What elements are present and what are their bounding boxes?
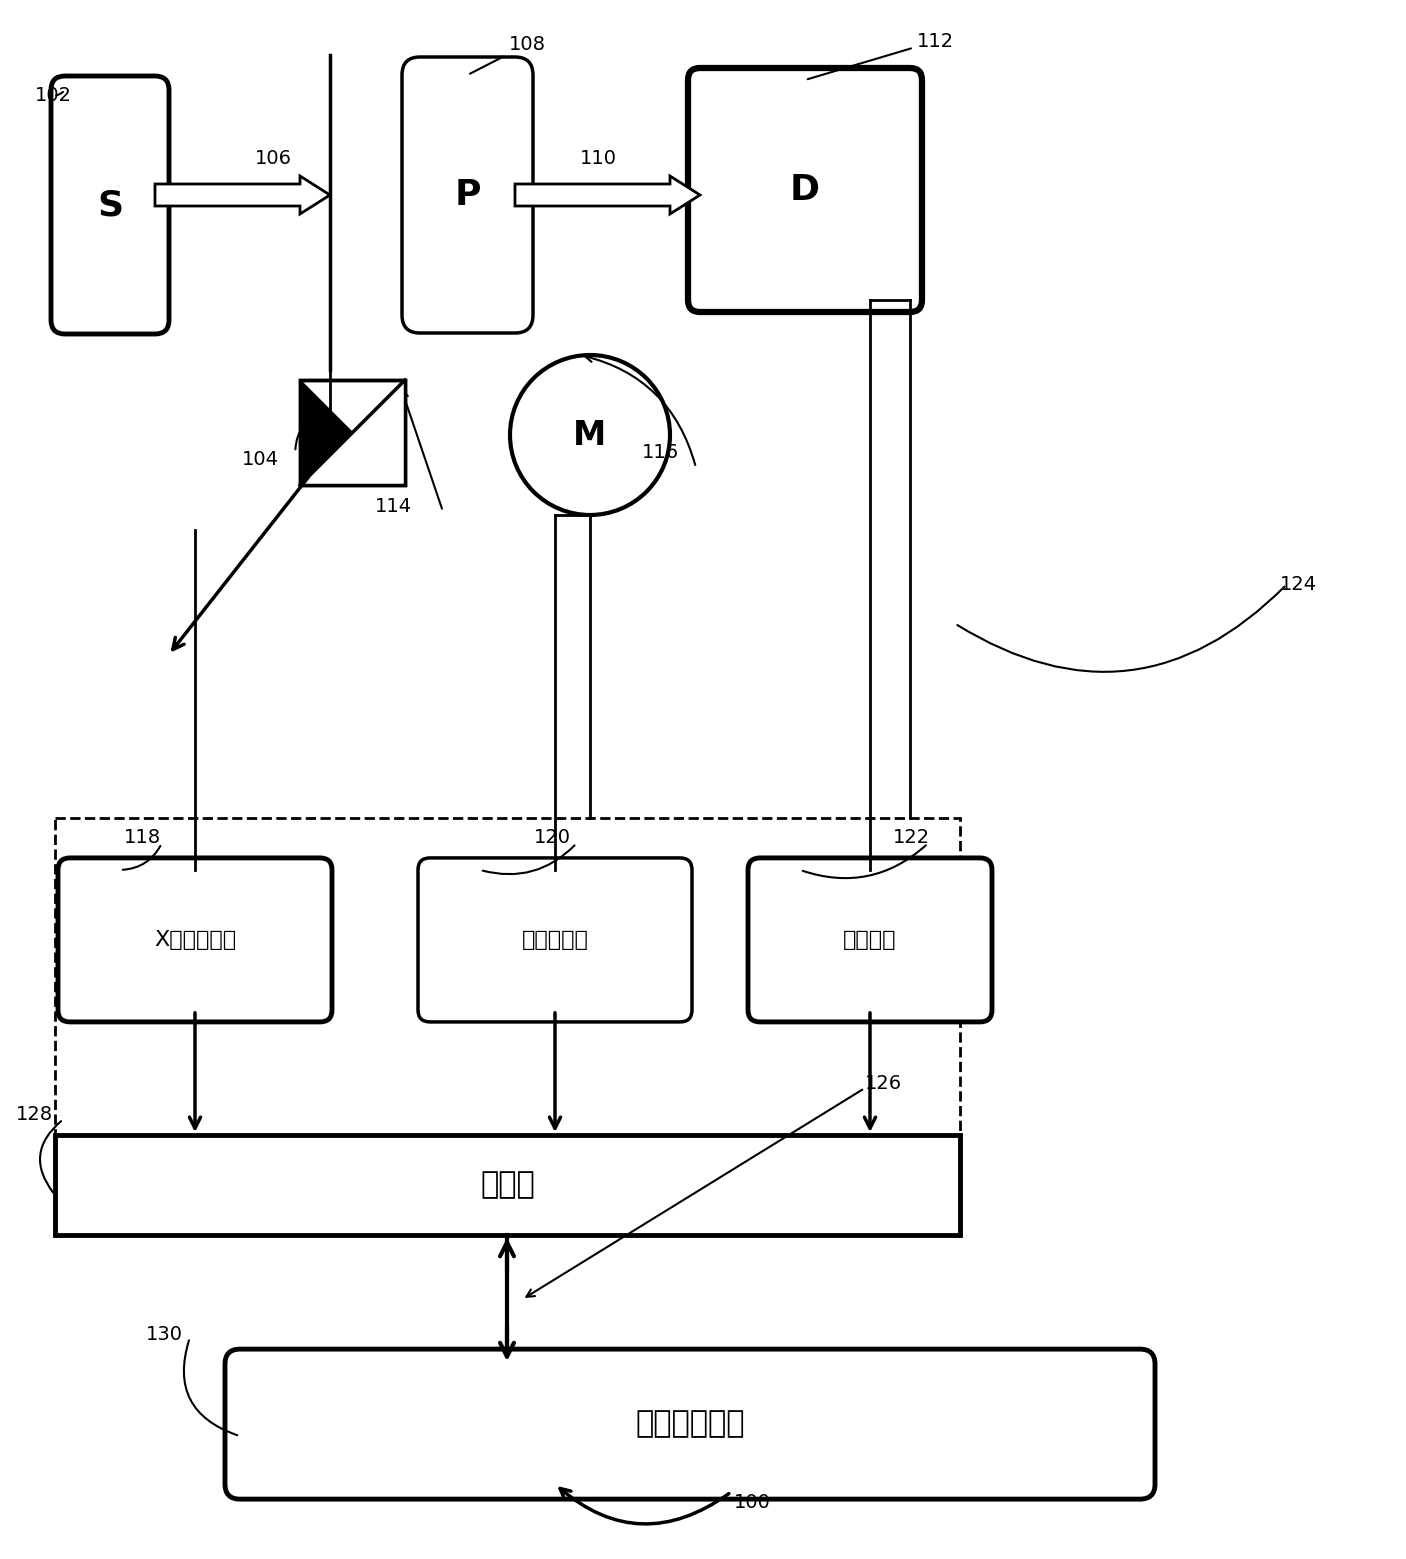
FancyBboxPatch shape (58, 857, 332, 1021)
Text: 116: 116 (643, 443, 679, 461)
Bar (299, 380, 405, 485)
Polygon shape (299, 380, 405, 485)
Text: 130: 130 (146, 1325, 183, 1344)
Text: 114: 114 (375, 497, 412, 516)
FancyBboxPatch shape (402, 58, 533, 334)
Text: M: M (574, 418, 606, 452)
FancyBboxPatch shape (688, 69, 922, 312)
FancyBboxPatch shape (748, 857, 993, 1021)
Text: 操作员工作站: 操作员工作站 (636, 1409, 745, 1439)
FancyArrow shape (515, 176, 700, 214)
Text: 112: 112 (807, 31, 953, 80)
Text: 124: 124 (1279, 575, 1316, 594)
Bar (55, 1135, 960, 1235)
Text: 电机控制器: 电机控制器 (522, 929, 589, 949)
Text: D: D (790, 173, 820, 207)
Text: 126: 126 (865, 1074, 901, 1093)
FancyArrow shape (155, 176, 330, 214)
Text: X射线控制器: X射线控制器 (153, 929, 236, 949)
Text: 128: 128 (17, 1105, 53, 1124)
Text: P: P (454, 178, 481, 212)
Text: S: S (97, 189, 124, 221)
Text: 数据获取: 数据获取 (844, 929, 897, 949)
Text: 120: 120 (534, 828, 571, 847)
FancyBboxPatch shape (418, 857, 692, 1021)
Text: 104: 104 (242, 451, 278, 469)
Text: 118: 118 (124, 828, 160, 847)
Text: 122: 122 (893, 828, 929, 847)
Text: 102: 102 (35, 86, 72, 106)
Circle shape (510, 355, 671, 514)
Text: 100: 100 (734, 1494, 770, 1512)
Bar (299, 380, 405, 485)
Text: 106: 106 (254, 148, 292, 167)
FancyBboxPatch shape (225, 1349, 1154, 1500)
FancyBboxPatch shape (51, 76, 169, 334)
Polygon shape (299, 380, 405, 485)
Bar (55, 818, 960, 1185)
Text: 110: 110 (581, 148, 617, 167)
Text: 计算机: 计算机 (479, 1171, 534, 1199)
Text: 108: 108 (470, 34, 546, 73)
